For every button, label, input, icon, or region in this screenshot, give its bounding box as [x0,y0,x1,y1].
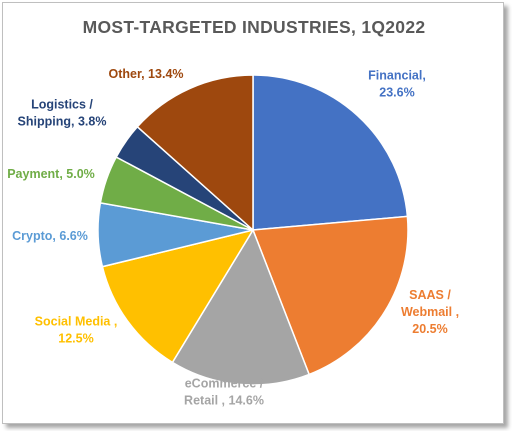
slice-data-label: Financial, 23.6% [368,69,426,100]
slice-data-label-line: Financial, [368,69,426,83]
slice-data-label-line: Crypto, 6.6% [12,229,88,243]
pie-slice [136,74,254,232]
slice-data-label-line: Retail , 14.6% [184,394,264,408]
slice-data-label-line: 20.5% [412,322,447,336]
slice-data-label: Payment, 5.0% [7,167,95,181]
pie-slice [252,74,409,231]
slice-data-label-line: Webmail , [401,305,459,319]
slice-data-label: Other, 13.4% [108,67,183,81]
slice-data-label: eCommerce / Retail , 14.6% [184,377,264,408]
pie-slice [251,215,409,376]
slice-data-label: Social Media , 12.5% [35,315,118,346]
pie-slice [171,228,311,386]
slice-data-label-line: SAAS / [409,288,451,302]
slice-data-label: Crypto, 6.6% [12,229,88,243]
slice-data-label: SAAS / Webmail , 20.5% [401,288,459,336]
slice-data-label-line: Payment, 5.0% [7,167,95,181]
slice-data-label-line: eCommerce / [185,377,264,391]
pie-slice [101,228,255,364]
slice-data-label-line: 23.6% [379,86,414,100]
slice-data-label-line: Social Media , [35,315,118,329]
chart-title: MOST-TARGETED INDUSTRIES, 1Q2022 [82,17,426,37]
slice-data-label-line: Logistics / [31,98,93,112]
slice-data-label: Logistics / Shipping, 3.8% [18,98,107,129]
slice-data-label-line: Other, 13.4% [108,67,183,81]
slice-data-label-line: Shipping, 3.8% [18,115,107,129]
slice-data-label-line: 12.5% [58,332,93,346]
